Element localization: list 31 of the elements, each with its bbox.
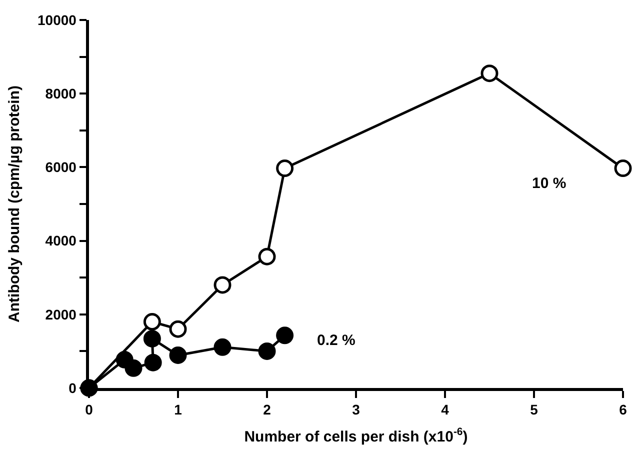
point: [258, 342, 276, 360]
point: [258, 248, 276, 266]
x-tick-label: 2: [263, 402, 272, 418]
series-label: 0.2 %: [317, 332, 356, 349]
y-tick-label: 8000: [45, 86, 77, 102]
x-axis-title: Number of cells per dish (x10$^{-6}$): [244, 426, 468, 446]
text: 10 %: [532, 175, 566, 192]
point: [614, 160, 632, 178]
point: [214, 276, 232, 294]
y-tick-label: 2000: [45, 306, 77, 322]
y-axis-title: Antibody bound (cpm/µg protein): [6, 86, 23, 322]
point: [276, 160, 294, 178]
point: [144, 354, 162, 372]
x-tick-label: 1: [174, 402, 182, 418]
point: [169, 320, 187, 338]
y-tick-label: 10000: [38, 12, 77, 28]
point: [169, 346, 187, 364]
x-tick-label: 4: [441, 402, 450, 418]
point: [480, 64, 498, 82]
x-tick-label: 3: [352, 402, 360, 418]
y-tick-label: 4000: [45, 232, 77, 249]
x-tick-label: 5: [530, 402, 538, 418]
y-tick-label: 0: [68, 380, 77, 396]
point: [124, 359, 142, 377]
point: [214, 338, 232, 356]
y-tick-label: 6000: [45, 159, 77, 176]
point: [143, 330, 161, 348]
point: [276, 326, 294, 344]
x-tick-label: 0: [85, 402, 94, 418]
x-tick-label: 6: [619, 402, 628, 418]
point: [143, 313, 161, 331]
